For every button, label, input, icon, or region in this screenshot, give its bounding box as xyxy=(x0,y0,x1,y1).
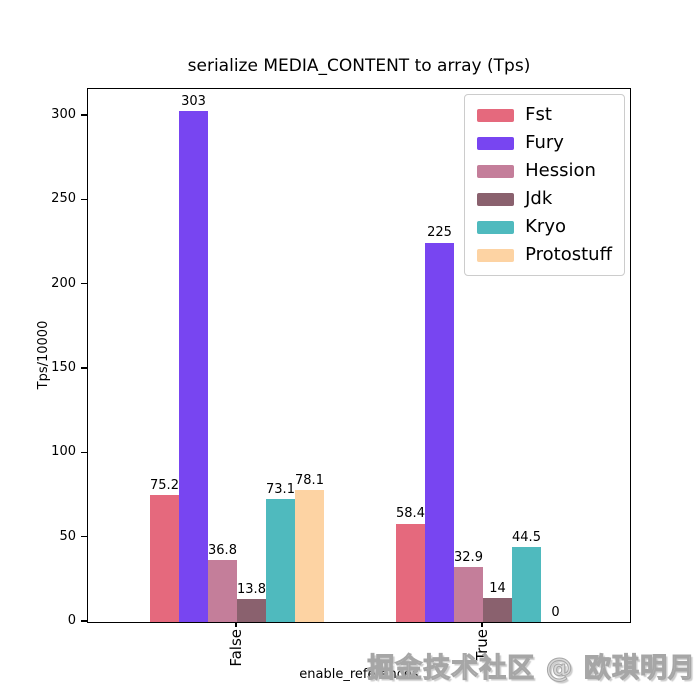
bar-value-label: 36.8 xyxy=(208,542,237,558)
chart-title: serialize MEDIA_CONTENT to array (Tps) xyxy=(187,56,531,76)
bar-fury-true xyxy=(425,242,454,622)
bar-fury-false xyxy=(179,110,208,622)
legend: Fst Fury Hession Jdk Kryo Protostuff xyxy=(464,94,625,276)
y-tick-mark xyxy=(81,367,87,369)
bar-value-label: 13.8 xyxy=(237,581,266,597)
legend-item-fst: Fst xyxy=(477,104,612,126)
bar-fst-true xyxy=(396,523,425,622)
y-tick-mark xyxy=(81,114,87,116)
x-tick-label-false: False xyxy=(227,629,245,667)
y-tick-label: 0 xyxy=(67,613,76,628)
y-tick-mark xyxy=(81,198,87,200)
bar-value-label: 78.1 xyxy=(295,473,324,489)
bar-value-label: 14 xyxy=(489,581,506,597)
y-tick-label: 200 xyxy=(51,275,76,291)
bar-value-label: 32.9 xyxy=(454,549,483,565)
y-axis-label: Tps/10000 xyxy=(36,320,51,390)
y-tick-mark xyxy=(81,282,87,285)
x-tick-mark xyxy=(235,622,237,627)
legend-swatch-kryo xyxy=(477,220,515,234)
bar-protostuff-false xyxy=(295,490,324,622)
legend-item-jdk: Jdk xyxy=(477,188,612,210)
y-tick-label: 300 xyxy=(51,106,76,122)
y-tick-label: 100 xyxy=(51,444,76,460)
bars-layer: 75.2 303 36.8 13.8 73.1 78.1 58.4 225 32.9 14 44.5… xyxy=(88,89,630,622)
legend-item-kryo: Kryo xyxy=(477,216,612,238)
bar-hession-true xyxy=(454,566,483,622)
y-tick-label: 250 xyxy=(51,191,76,207)
legend-swatch-protostuff xyxy=(477,248,515,262)
bar-value-label: 0 xyxy=(551,605,560,620)
legend-label: Hession xyxy=(525,160,596,181)
legend-label: Protostuff xyxy=(525,244,612,265)
y-tick-mark xyxy=(81,620,87,622)
legend-item-protostuff: Protostuff xyxy=(477,244,612,266)
bar-value-label: 225 xyxy=(427,225,452,241)
y-tick-mark xyxy=(81,535,87,538)
legend-label: Fst xyxy=(525,104,552,125)
bar-fst-false xyxy=(150,495,179,622)
bar-kryo-true xyxy=(512,546,541,622)
legend-swatch-fst xyxy=(477,108,515,122)
bar-value-label: 44.5 xyxy=(512,529,541,545)
legend-item-hession: Hession xyxy=(477,160,612,182)
bar-value-label: 75.2 xyxy=(150,478,179,494)
bar-hession-false xyxy=(208,559,237,622)
legend-item-fury: Fury xyxy=(477,132,612,154)
legend-swatch-fury xyxy=(477,136,515,150)
bar-value-label: 58.4 xyxy=(396,506,425,522)
watermark: 掘金技术社区 @ 欧琪明月 xyxy=(367,653,696,685)
legend-label: Jdk xyxy=(525,188,553,209)
plot-area: 75.2 303 36.8 13.8 73.1 78.1 58.4 225 32.9 14 44.5… xyxy=(87,88,631,623)
bar-value-label: 73.1 xyxy=(266,481,295,497)
bar-jdk-false xyxy=(237,598,266,622)
x-axis-label: enable_references xyxy=(299,667,419,682)
legend-swatch-hession xyxy=(477,164,515,178)
x-tick-mark xyxy=(481,622,483,627)
bar-kryo-false xyxy=(266,498,295,622)
y-tick-mark xyxy=(81,451,87,454)
y-tick-label: 50 xyxy=(59,528,76,544)
legend-swatch-jdk xyxy=(477,192,515,206)
bar-value-label: 303 xyxy=(181,93,206,109)
legend-label: Kryo xyxy=(525,216,566,237)
bar-jdk-true xyxy=(483,598,512,622)
y-tick-label: 150 xyxy=(51,359,76,375)
legend-label: Fury xyxy=(525,132,564,153)
